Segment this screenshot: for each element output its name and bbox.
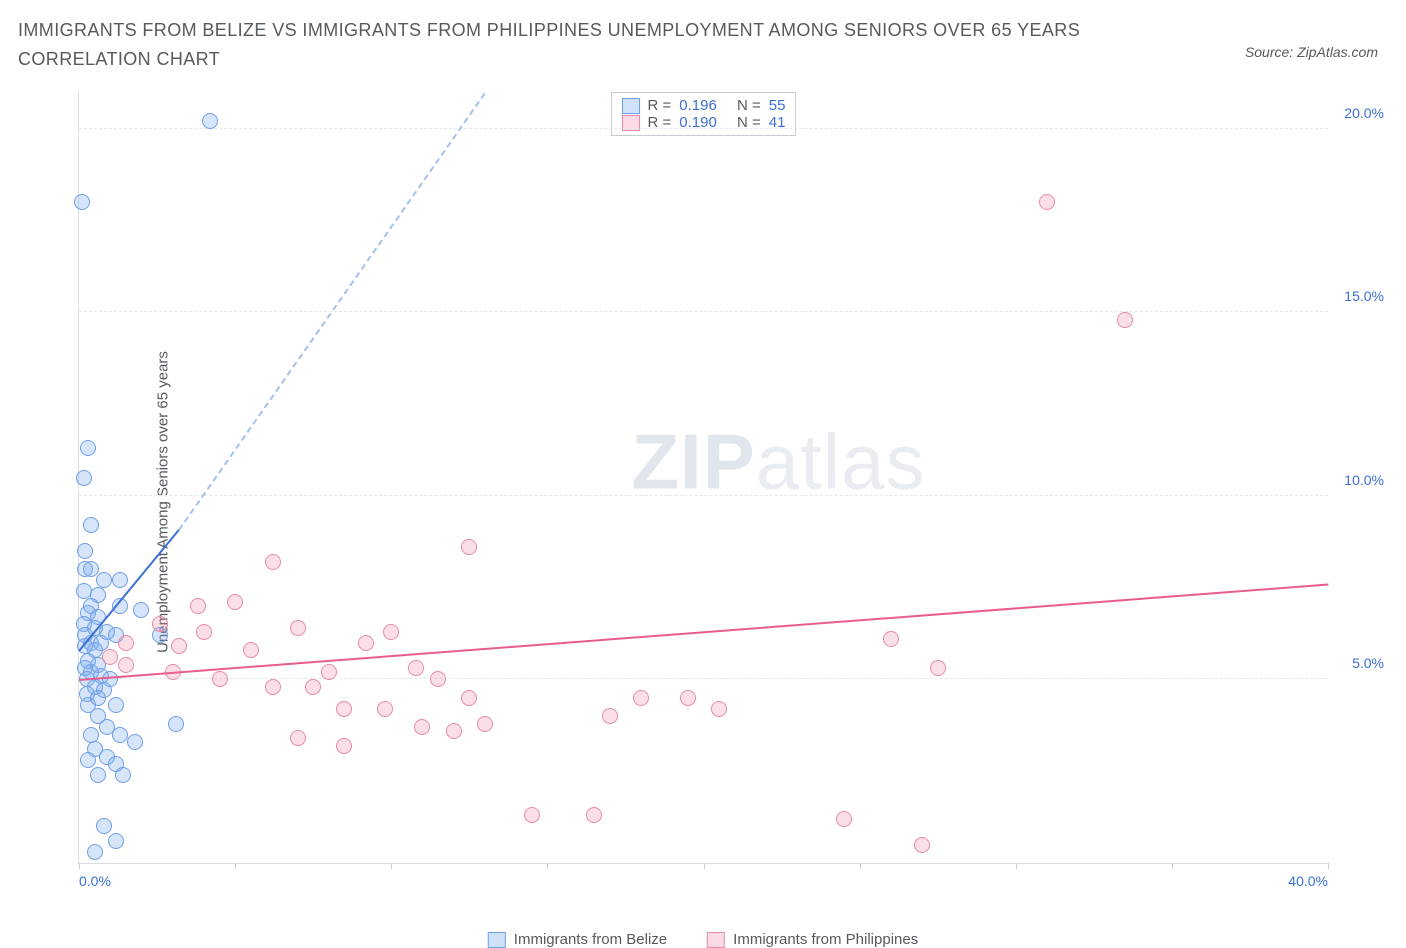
x-tick xyxy=(1172,863,1173,869)
chart-title: IMMIGRANTS FROM BELIZE VS IMMIGRANTS FRO… xyxy=(18,16,1118,74)
data-point xyxy=(74,194,90,210)
data-point xyxy=(408,660,424,676)
data-point xyxy=(83,727,99,743)
data-point xyxy=(633,690,649,706)
data-point xyxy=(108,833,124,849)
data-point xyxy=(602,708,618,724)
data-point xyxy=(383,624,399,640)
data-point xyxy=(305,679,321,695)
swatch-blue-icon xyxy=(622,98,640,114)
data-point xyxy=(152,616,168,632)
data-point xyxy=(243,642,259,658)
data-point xyxy=(133,602,149,618)
data-point xyxy=(118,657,134,673)
data-point xyxy=(358,635,374,651)
data-point xyxy=(76,470,92,486)
data-point xyxy=(108,697,124,713)
legend-item-blue: Immigrants from Belize xyxy=(488,931,667,948)
data-point xyxy=(414,719,430,735)
legend-label: Immigrants from Belize xyxy=(514,931,667,948)
data-point xyxy=(430,671,446,687)
data-point xyxy=(290,730,306,746)
data-point xyxy=(711,701,727,717)
swatch-pink-icon xyxy=(707,932,725,948)
x-tick xyxy=(860,863,861,869)
x-tick xyxy=(79,863,80,869)
source-attribution: Source: ZipAtlas.com xyxy=(1245,44,1378,60)
data-point xyxy=(112,727,128,743)
data-point xyxy=(168,716,184,732)
data-point xyxy=(127,734,143,750)
swatch-blue-icon xyxy=(488,932,506,948)
correlation-stats-box: R = 0.196 N = 55 R = 0.190 N = 41 xyxy=(611,92,797,136)
data-point xyxy=(96,818,112,834)
data-point xyxy=(265,679,281,695)
x-tick xyxy=(391,863,392,869)
data-point xyxy=(336,701,352,717)
data-point xyxy=(212,671,228,687)
data-point xyxy=(1039,194,1055,210)
data-point xyxy=(227,594,243,610)
data-point xyxy=(1117,312,1133,328)
gridline xyxy=(79,678,1328,679)
data-point xyxy=(321,664,337,680)
y-tick-label: 15.0% xyxy=(1334,288,1384,304)
data-point xyxy=(112,572,128,588)
data-point xyxy=(115,767,131,783)
legend-label: Immigrants from Philippines xyxy=(733,931,918,948)
gridline xyxy=(79,495,1328,496)
data-point xyxy=(190,598,206,614)
x-tick-label: 40.0% xyxy=(1288,873,1328,889)
trend-line xyxy=(79,584,1328,681)
data-point xyxy=(118,635,134,651)
x-tick xyxy=(235,863,236,869)
stats-row-blue: R = 0.196 N = 55 xyxy=(622,97,786,114)
x-tick xyxy=(704,863,705,869)
data-point xyxy=(80,440,96,456)
data-point xyxy=(336,738,352,754)
data-point xyxy=(80,752,96,768)
data-point xyxy=(90,767,106,783)
data-point xyxy=(77,543,93,559)
data-point xyxy=(836,811,852,827)
data-point xyxy=(477,716,493,732)
data-point xyxy=(87,844,103,860)
data-point xyxy=(265,554,281,570)
y-tick-label: 10.0% xyxy=(1334,472,1384,488)
data-point xyxy=(461,690,477,706)
data-point xyxy=(930,660,946,676)
gridline xyxy=(79,128,1328,129)
y-tick-label: 20.0% xyxy=(1334,105,1384,121)
x-tick-label: 0.0% xyxy=(79,873,111,889)
y-tick-label: 5.0% xyxy=(1334,655,1384,671)
plot-area: ZIPatlas R = 0.196 N = 55 R = 0.190 N = … xyxy=(78,92,1328,864)
x-tick xyxy=(1016,863,1017,869)
data-point xyxy=(290,620,306,636)
data-point xyxy=(83,517,99,533)
data-point xyxy=(461,539,477,555)
data-point xyxy=(171,638,187,654)
x-tick xyxy=(1328,863,1329,869)
data-point xyxy=(680,690,696,706)
x-tick xyxy=(547,863,548,869)
legend: Immigrants from Belize Immigrants from P… xyxy=(488,931,918,948)
data-point xyxy=(96,572,112,588)
legend-item-pink: Immigrants from Philippines xyxy=(707,931,918,948)
gridline xyxy=(79,311,1328,312)
data-point xyxy=(883,631,899,647)
data-point xyxy=(202,113,218,129)
data-point xyxy=(377,701,393,717)
data-point xyxy=(446,723,462,739)
data-point xyxy=(102,649,118,665)
data-point xyxy=(524,807,540,823)
chart-container: Unemployment Among Seniors over 65 years… xyxy=(18,92,1388,912)
data-point xyxy=(914,837,930,853)
data-point xyxy=(586,807,602,823)
data-point xyxy=(196,624,212,640)
